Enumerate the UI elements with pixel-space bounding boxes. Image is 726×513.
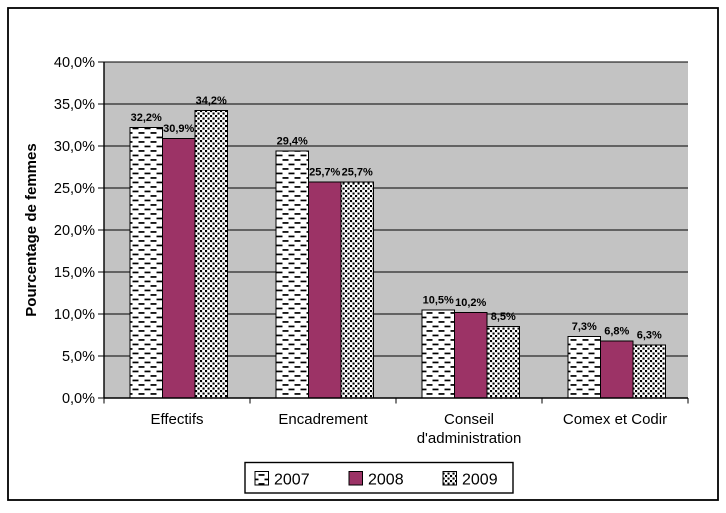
data-labels: 32,2% 29,4% 10,5% 7,3% 30,9% 25,7% 10,2% 6,8% 34…	[131, 95, 662, 341]
data-label-2007-2: 10,5%	[423, 294, 454, 306]
bar-2007-0	[129, 127, 163, 399]
category-label-2: d'administration	[417, 430, 522, 447]
category-label-1: Encadrement	[278, 411, 368, 428]
bar-2008-2	[454, 311, 488, 399]
data-label-2008-3: 6,8%	[604, 325, 629, 337]
bar-2008-1	[308, 181, 342, 399]
bar-2009-3	[632, 344, 666, 399]
data-label-2009-0: 34,2%	[196, 95, 227, 107]
data-label-2007-1: 29,4%	[277, 136, 308, 148]
chart-border	[7, 7, 719, 501]
data-label-2009-2: 8,5%	[491, 311, 516, 323]
data-label-2009-1: 25,7%	[342, 167, 373, 179]
legend-swatch-2009	[442, 471, 457, 486]
bar-2009-1	[340, 181, 374, 399]
y-tick-label: 0,0%	[62, 391, 95, 407]
y-tick-label: 15,0%	[54, 265, 95, 281]
data-label-2007-0: 32,2%	[131, 112, 162, 124]
data-label-2009-3: 6,3%	[637, 330, 662, 342]
y-axis-title: Pourcentage de femmes	[23, 143, 40, 316]
bar-2008-0	[162, 137, 196, 399]
data-label-2008-2: 10,2%	[455, 297, 486, 309]
y-axis-ticks: 0,0% 5,0% 10,0% 15,0% 20,0% 25,0% 30,0% 35,0% 40…	[54, 55, 104, 407]
category-label-0: Effectifs	[150, 411, 203, 428]
legend-label-2009: 2009	[462, 472, 498, 489]
category-label-3: Comex et Codir	[563, 411, 667, 428]
bar-2007-2	[421, 309, 455, 399]
y-tick-label: 30,0%	[54, 139, 95, 155]
legend-label-2007: 2007	[274, 472, 310, 489]
y-tick-label: 20,0%	[54, 223, 95, 239]
y-tick-label: 40,0%	[54, 55, 95, 71]
bar-2007-1	[275, 150, 309, 399]
legend-items: 2007 2008 2009	[254, 471, 498, 489]
bar-2009-2	[486, 326, 520, 399]
category-label-2: Conseil	[444, 411, 494, 428]
y-tick-label: 35,0%	[54, 97, 95, 113]
bar-2007-3	[567, 336, 601, 399]
y-tick-label: 10,0%	[54, 307, 95, 323]
category-labels: Effectifs Encadrement Conseil d'administrat…	[150, 411, 667, 447]
data-label-2008-1: 25,7%	[309, 167, 340, 179]
y-tick-label: 25,0%	[54, 181, 95, 197]
legend-box	[244, 461, 514, 494]
data-label-2007-3: 7,3%	[572, 321, 597, 333]
legend-swatch-2007	[254, 471, 269, 486]
legend-label-2008: 2008	[368, 472, 404, 489]
bar-2009-0	[194, 110, 228, 399]
bar-2008-3	[600, 340, 634, 399]
y-tick-label: 5,0%	[62, 349, 95, 365]
data-label-2008-0: 30,9%	[163, 123, 194, 135]
x-axis-ticks	[103, 398, 689, 404]
legend-swatch-2008	[348, 471, 363, 486]
bars	[129, 110, 666, 399]
